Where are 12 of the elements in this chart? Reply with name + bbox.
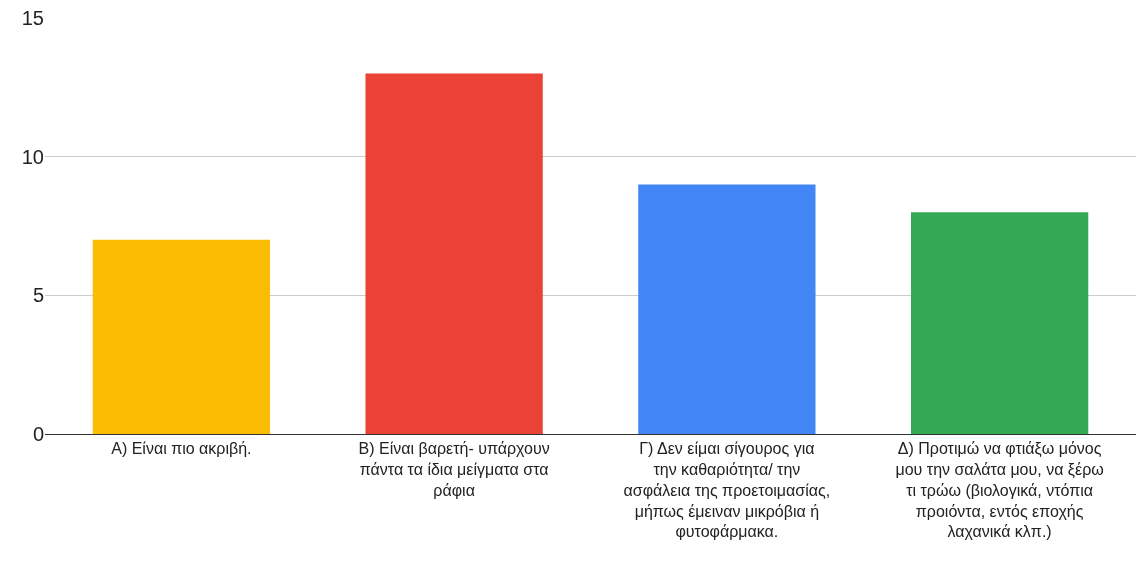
bar (92, 239, 271, 434)
y-tick-label: 5 (32, 284, 44, 307)
y-tick-label: 10 (21, 145, 44, 168)
x-tick-label: Β) Είναι βαρετή- υπάρχουν πάντα τα ίδια μείγματα στα ράφια (358, 440, 550, 499)
y-tick-label: 15 (21, 7, 44, 29)
x-tick-label: Δ) Προτιμώ να φτιάξω μόνος μου την σαλάτα μου, να ξέρω τι τρώω (βιολογικά, ντόπια προιόντα, εντός εποχής λαχανικά κλπ.) (895, 440, 1104, 541)
x-tick-label: Γ) Δεν είμαι σίγουρος για την καθαριότητα/ την ασφάλεια της προετοιμασίας, μήπως έμειναν μικρόβια ή φυτοφάρμακα. (623, 440, 831, 541)
x-tick-label: Α) Είναι πιο ακριβή. (111, 440, 252, 458)
y-tick-label: 0 (32, 423, 44, 445)
bar (910, 212, 1089, 434)
bar (365, 73, 543, 434)
bar (638, 184, 816, 434)
